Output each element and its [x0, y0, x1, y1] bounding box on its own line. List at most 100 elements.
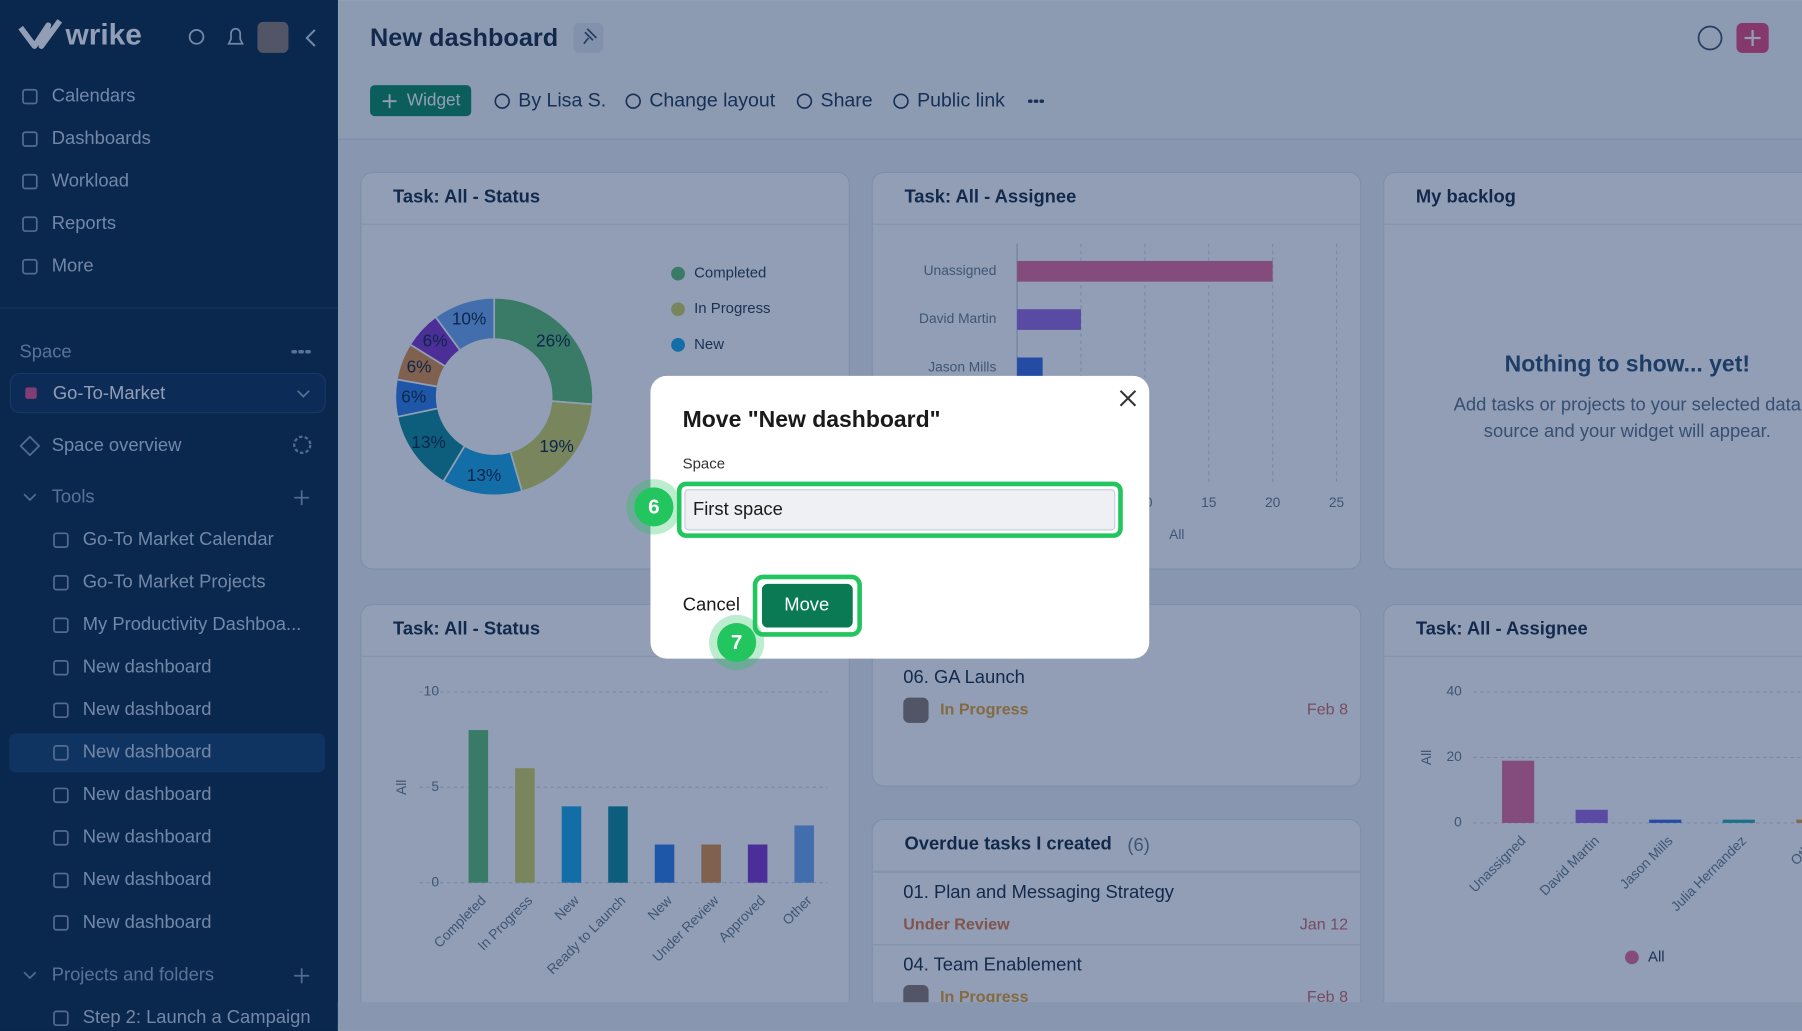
projects-add[interactable]: [294, 968, 310, 984]
input-value: First space: [693, 498, 783, 519]
tool-item[interactable]: Go-To Market Calendar: [83, 528, 274, 549]
tool-item[interactable]: New dashboard: [83, 826, 212, 847]
task-status: Under Review: [903, 915, 1010, 933]
widget-title: Overdue tasks I created: [904, 833, 1111, 854]
bar: [1017, 357, 1043, 379]
legend-label: Completed: [694, 265, 766, 282]
selected-item: [9, 733, 326, 773]
step-badge: [717, 622, 757, 663]
category-label: Unassigned: [924, 263, 997, 278]
nav-item[interactable]: Reports: [52, 212, 116, 233]
task-due: Feb 8: [1307, 988, 1348, 1006]
bell-icon[interactable]: [227, 28, 244, 45]
move-button[interactable]: [761, 583, 853, 628]
tools-label: Tools: [52, 486, 95, 507]
nav-item[interactable]: More: [52, 255, 94, 276]
legend-marker: [671, 266, 685, 281]
nav-item[interactable]: Workload: [52, 170, 129, 191]
tool-item[interactable]: New dashboard: [83, 656, 212, 677]
pie-label: 6%: [401, 386, 426, 406]
projects-label: Projects and folders: [52, 964, 214, 985]
bar: [468, 730, 489, 883]
task-avatar: [903, 697, 929, 723]
bar: [1722, 819, 1755, 823]
pie-label: 26%: [536, 331, 570, 351]
toolbar-icon: [893, 93, 909, 109]
y-tick-label: 0: [1454, 815, 1462, 830]
task-name[interactable]: 01. Plan and Messaging Strategy: [903, 881, 1175, 902]
pie-label: 13%: [411, 432, 445, 452]
add-icon: [1744, 29, 1761, 47]
pie-label: 6%: [423, 331, 448, 351]
tool-item[interactable]: My Productivity Dashboa...: [83, 613, 302, 634]
collapse-icon[interactable]: [305, 29, 316, 47]
search-icon[interactable]: [188, 29, 205, 45]
tool-item[interactable]: New dashboard: [83, 783, 212, 804]
pie-slice: [434, 296, 496, 352]
project-item[interactable]: Step 2: Launch a Campaign: [83, 1006, 311, 1027]
toolbar-item[interactable]: Widget: [407, 90, 461, 110]
bar: [747, 844, 768, 883]
projects-chevron: [23, 971, 37, 980]
help-icon[interactable]: [1697, 25, 1723, 51]
icon: [22, 216, 38, 232]
y-axis-label: All: [394, 780, 409, 795]
legend-marker: [671, 337, 685, 352]
nav-item[interactable]: Dashboards: [52, 127, 151, 148]
tools-add[interactable]: [294, 490, 310, 506]
icon: [53, 872, 69, 889]
space-input[interactable]: [684, 489, 1116, 531]
toolbar-item[interactable]: Share: [821, 89, 873, 111]
legend-label: All: [1648, 948, 1665, 965]
space-dropdown[interactable]: [9, 372, 326, 414]
icon: [53, 532, 69, 548]
pie-label: 19%: [539, 436, 573, 456]
tool-item[interactable]: Go-To Market Projects: [83, 571, 266, 592]
toolbar-item[interactable]: Public link: [917, 89, 1005, 111]
dialog-title: Move "New dashboard": [683, 406, 941, 432]
close-button[interactable]: [1119, 390, 1137, 407]
task-due: Jan 12: [1300, 915, 1348, 933]
nav-item[interactable]: Calendars: [52, 84, 136, 105]
step-number: 7: [731, 631, 743, 654]
pin-button[interactable]: [573, 23, 604, 53]
widget-title: Task: All - Assignee: [904, 186, 1076, 207]
pin-icon: [583, 28, 598, 45]
y-axis-label: All: [1419, 750, 1434, 765]
icon: [22, 131, 38, 147]
widget-title: Task: All - Status: [393, 618, 540, 639]
tool-item[interactable]: New dashboard: [83, 698, 212, 719]
y-tick-label: 10: [424, 684, 440, 699]
empty-message: Add tasks or projects to your selected d…: [1454, 394, 1802, 415]
toolbar-icon: [625, 93, 641, 109]
toolbar-item[interactable]: Change layout: [649, 89, 775, 111]
move-label[interactable]: Move: [784, 594, 829, 615]
settings-icon[interactable]: [293, 435, 312, 455]
space-overview[interactable]: Space overview: [52, 434, 182, 455]
bar: [1649, 819, 1682, 823]
avatar[interactable]: [257, 21, 289, 53]
y-tick-label: 5: [431, 779, 439, 794]
bar: [794, 825, 814, 883]
tool-item[interactable]: New dashboard: [83, 911, 212, 932]
tool-item[interactable]: New dashboard: [83, 741, 212, 762]
task-name[interactable]: 04. Team Enablement: [903, 953, 1081, 974]
tool-item[interactable]: New dashboard: [83, 868, 212, 889]
widget-title: Task: All - Status: [393, 186, 540, 207]
pie-label: 6%: [407, 356, 432, 376]
task-status: In Progress: [940, 988, 1029, 1006]
widget-button[interactable]: [370, 85, 472, 117]
dropdown-chevron: [297, 390, 310, 398]
icon: [53, 787, 69, 804]
page-title: New dashboard: [370, 24, 558, 52]
bar: [608, 806, 628, 883]
task-name[interactable]: 06. GA Launch: [903, 666, 1025, 687]
bar: [654, 844, 675, 883]
pie-label: 10%: [452, 309, 486, 329]
icon: [53, 660, 69, 676]
cancel-button[interactable]: Cancel: [683, 594, 740, 615]
toolbar-item[interactable]: By Lisa S.: [518, 89, 606, 111]
bar: [561, 806, 582, 883]
x-tick-label: 20: [1265, 495, 1281, 510]
y-tick-label: 0: [431, 874, 439, 889]
